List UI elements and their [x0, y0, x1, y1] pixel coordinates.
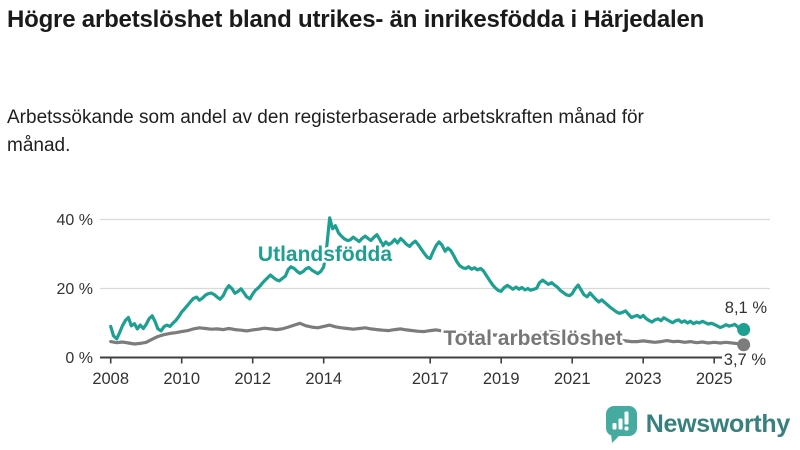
brand-footer: Newsworthy [605, 404, 790, 444]
x-tick-label: 2014 [305, 370, 342, 388]
y-tick-label: 40 % [57, 212, 93, 229]
series-line [109, 216, 746, 341]
brand-name: Newsworthy [645, 409, 791, 438]
y-tick-label: 20 % [57, 281, 93, 298]
x-tick-label: 2021 [554, 370, 591, 388]
x-tick-label: 2017 [412, 370, 449, 388]
x-tick-label: 2010 [163, 370, 200, 388]
newsworthy-logo-icon [605, 406, 637, 443]
x-tick-label: 2025 [696, 370, 733, 388]
page-title: Högre arbetslöshet bland utrikes- än inr… [7, 6, 705, 33]
x-tick-label: 2012 [234, 370, 271, 388]
series-end-value: 3,7 % [724, 351, 767, 369]
series-end-dot [737, 323, 751, 337]
series-end-dot [737, 338, 751, 352]
x-tick-label: 2023 [625, 370, 662, 388]
series-line [109, 321, 746, 347]
end-label-backing [722, 351, 770, 367]
chart-subtitle: Arbetssökande som andel av den registerb… [7, 107, 644, 156]
x-tick-label: 2008 [92, 370, 129, 388]
series-label: Total arbetslöshet [443, 327, 622, 350]
x-tick-label: 2019 [483, 370, 520, 388]
series-end-value: 8,1 % [725, 299, 768, 317]
y-tick-label: 0 % [65, 350, 93, 367]
series-label: Utlandsfödda [258, 243, 392, 266]
